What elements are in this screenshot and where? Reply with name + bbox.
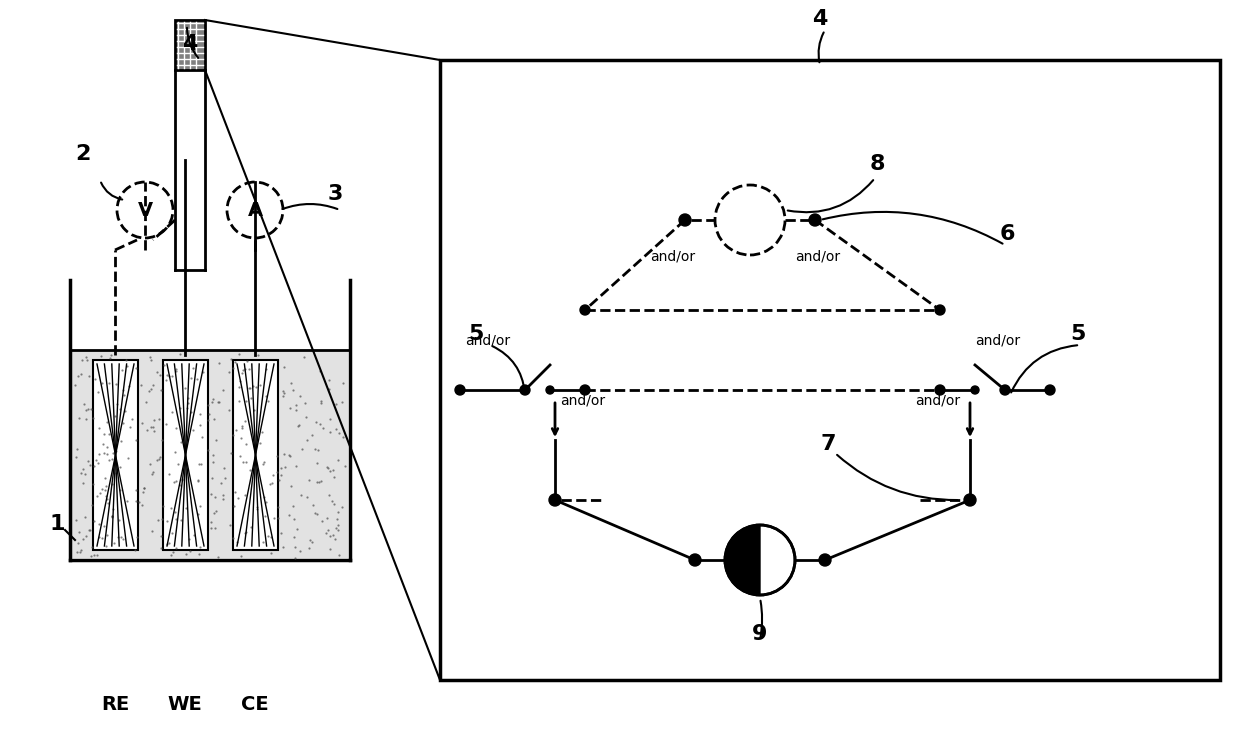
Circle shape [1000,385,1010,395]
Circle shape [546,386,554,394]
Text: 5: 5 [469,324,484,344]
Polygon shape [175,20,205,70]
Text: RE: RE [101,695,129,714]
Text: WE: WE [168,695,203,714]
Circle shape [819,554,831,566]
Text: 7: 7 [819,434,836,454]
Circle shape [580,305,590,315]
Circle shape [679,214,690,226]
Text: 8: 8 [870,154,886,174]
Text: 4: 4 [183,34,198,54]
Circle shape [549,494,561,506]
Text: and/or: and/or [915,394,960,408]
Text: 4: 4 [812,9,828,29]
Circle shape [455,385,465,395]
Text: 2: 2 [75,144,90,164]
Text: and/or: and/or [975,334,1020,348]
Text: and/or: and/or [794,249,840,263]
Circle shape [580,385,590,395]
Circle shape [964,494,976,506]
Polygon shape [725,525,761,595]
Polygon shape [233,360,278,550]
Text: V: V [138,200,153,219]
Text: 5: 5 [1070,324,1085,344]
Circle shape [935,305,945,315]
Text: A: A [247,200,263,219]
Text: 9: 9 [752,624,768,644]
Text: and/or: and/or [560,394,605,408]
Circle shape [935,385,945,395]
Text: and/or: and/or [465,334,510,348]
Circle shape [520,385,530,395]
Circle shape [1045,385,1055,395]
Polygon shape [163,360,208,550]
Circle shape [689,554,700,566]
Circle shape [725,525,794,595]
Text: CE: CE [241,695,269,714]
Text: 1: 1 [50,514,65,534]
Text: 6: 6 [1000,224,1015,244]
Polygon shape [93,360,138,550]
Text: and/or: and/or [650,249,695,263]
Text: 3: 3 [328,184,343,204]
Polygon shape [71,350,348,558]
Circle shape [971,386,979,394]
Circle shape [809,214,821,226]
Bar [440,60,1220,680]
